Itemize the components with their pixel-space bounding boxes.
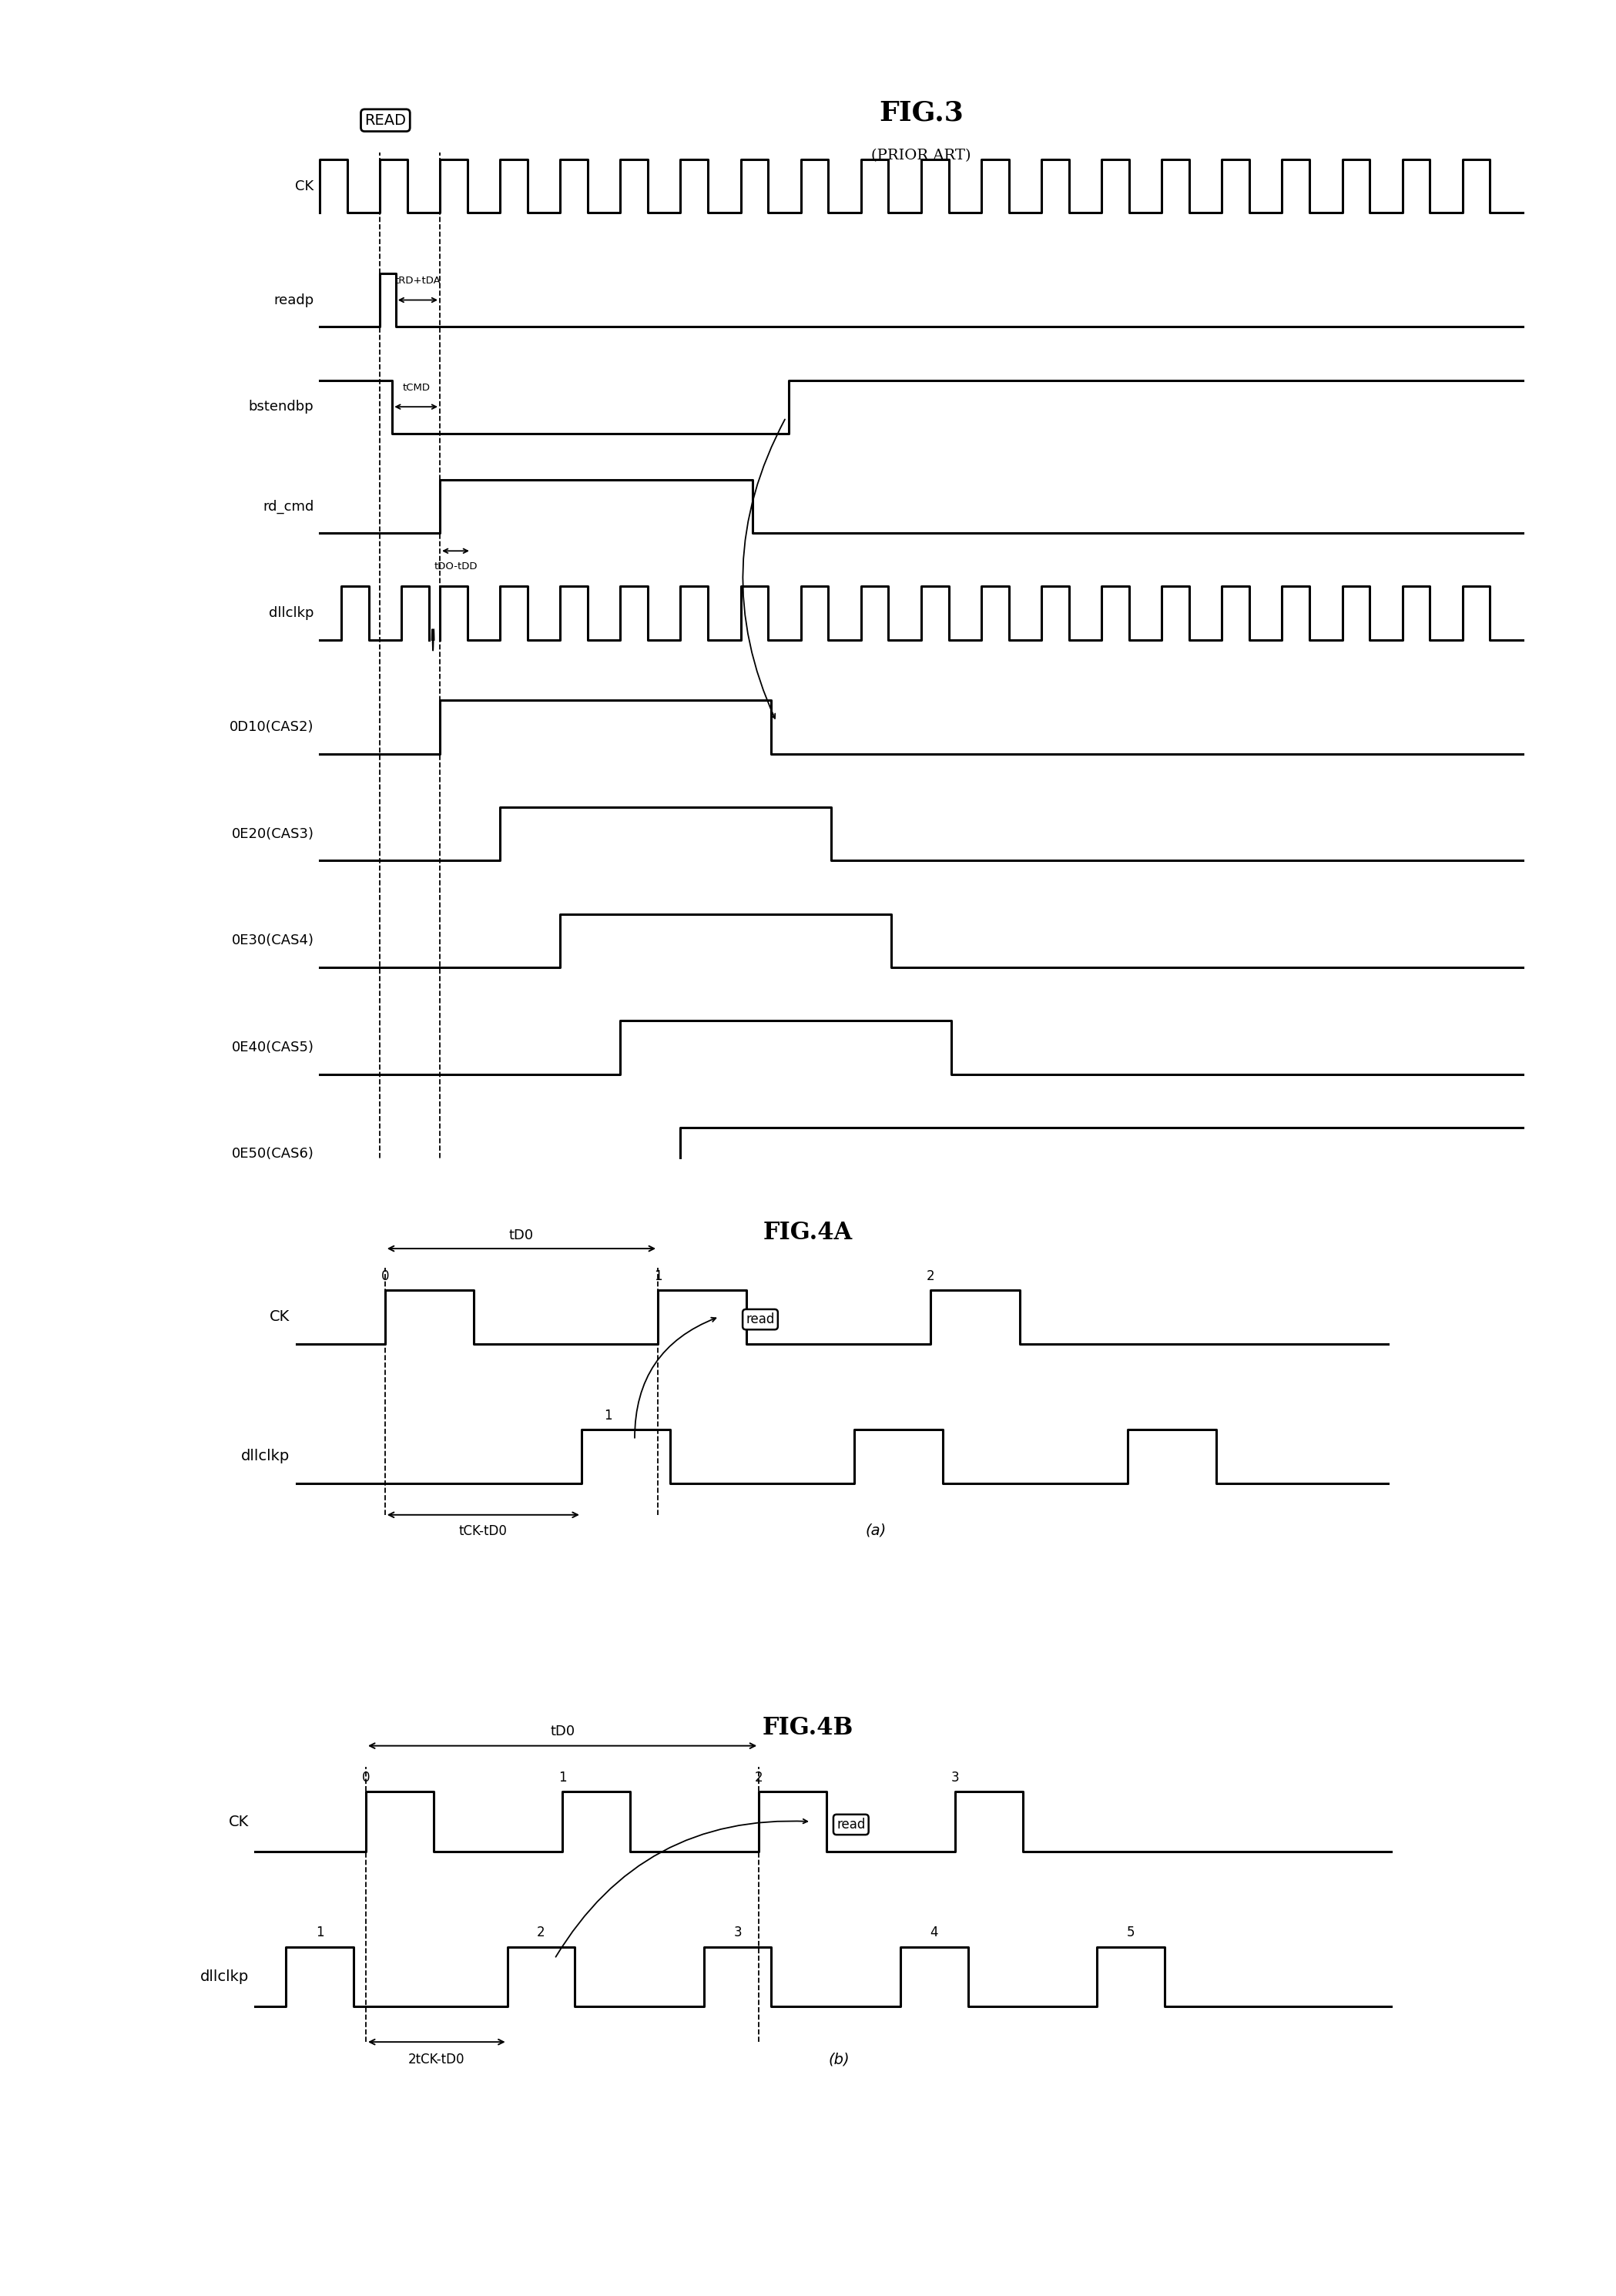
Text: 5: 5	[1126, 1926, 1134, 1940]
Text: tRD+tDA: tRD+tDA	[394, 276, 441, 285]
Text: 0E40(CAS5): 0E40(CAS5)	[231, 1040, 314, 1054]
Text: (b): (b)	[827, 2053, 850, 2066]
Text: bstendbp: bstendbp	[249, 400, 314, 413]
Text: read: read	[837, 1818, 866, 1832]
Text: read: read	[747, 1313, 774, 1327]
Text: CK: CK	[229, 1814, 249, 1830]
Text: 0E30(CAS4): 0E30(CAS4)	[231, 934, 314, 948]
Text: dllclkp: dllclkp	[241, 1449, 289, 1463]
Text: 1: 1	[654, 1270, 663, 1283]
Text: FIG.4A: FIG.4A	[763, 1221, 853, 1244]
Text: dllclkp: dllclkp	[200, 1970, 249, 1984]
Text: FIG.3: FIG.3	[879, 101, 963, 126]
Text: CK: CK	[270, 1309, 289, 1325]
Text: tD0: tD0	[509, 1228, 533, 1242]
Text: 2tCK-tD0: 2tCK-tD0	[409, 2053, 465, 2066]
Text: tD0: tD0	[549, 1724, 575, 1738]
Text: READ: READ	[365, 113, 406, 129]
Text: 1: 1	[558, 1770, 567, 1784]
Text: 0: 0	[381, 1270, 389, 1283]
Text: tCK-tD0: tCK-tD0	[459, 1525, 507, 1538]
Text: 1: 1	[315, 1926, 323, 1940]
Text: tDO-tDD: tDO-tDD	[433, 563, 477, 572]
Text: 1: 1	[604, 1410, 612, 1424]
Text: (PRIOR ART): (PRIOR ART)	[871, 149, 971, 163]
Text: rd_cmd: rd_cmd	[263, 501, 314, 514]
Text: 0: 0	[362, 1770, 370, 1784]
Text: tCMD: tCMD	[402, 383, 430, 393]
Text: 2: 2	[537, 1926, 545, 1940]
Text: 3: 3	[952, 1770, 960, 1784]
Text: 0E20(CAS3): 0E20(CAS3)	[231, 827, 314, 840]
Text: 3: 3	[734, 1926, 742, 1940]
Text: 2: 2	[755, 1770, 763, 1784]
Text: FIG.4B: FIG.4B	[763, 1715, 853, 1740]
Text: readp: readp	[273, 294, 314, 308]
Text: (a): (a)	[866, 1522, 887, 1538]
Text: 4: 4	[931, 1926, 939, 1940]
Text: 0E50(CAS6): 0E50(CAS6)	[231, 1148, 314, 1162]
Text: dllclkp: dllclkp	[268, 606, 314, 620]
Text: CK: CK	[296, 179, 314, 193]
Text: 0D10(CAS2): 0D10(CAS2)	[229, 721, 314, 735]
Text: 2: 2	[926, 1270, 936, 1283]
